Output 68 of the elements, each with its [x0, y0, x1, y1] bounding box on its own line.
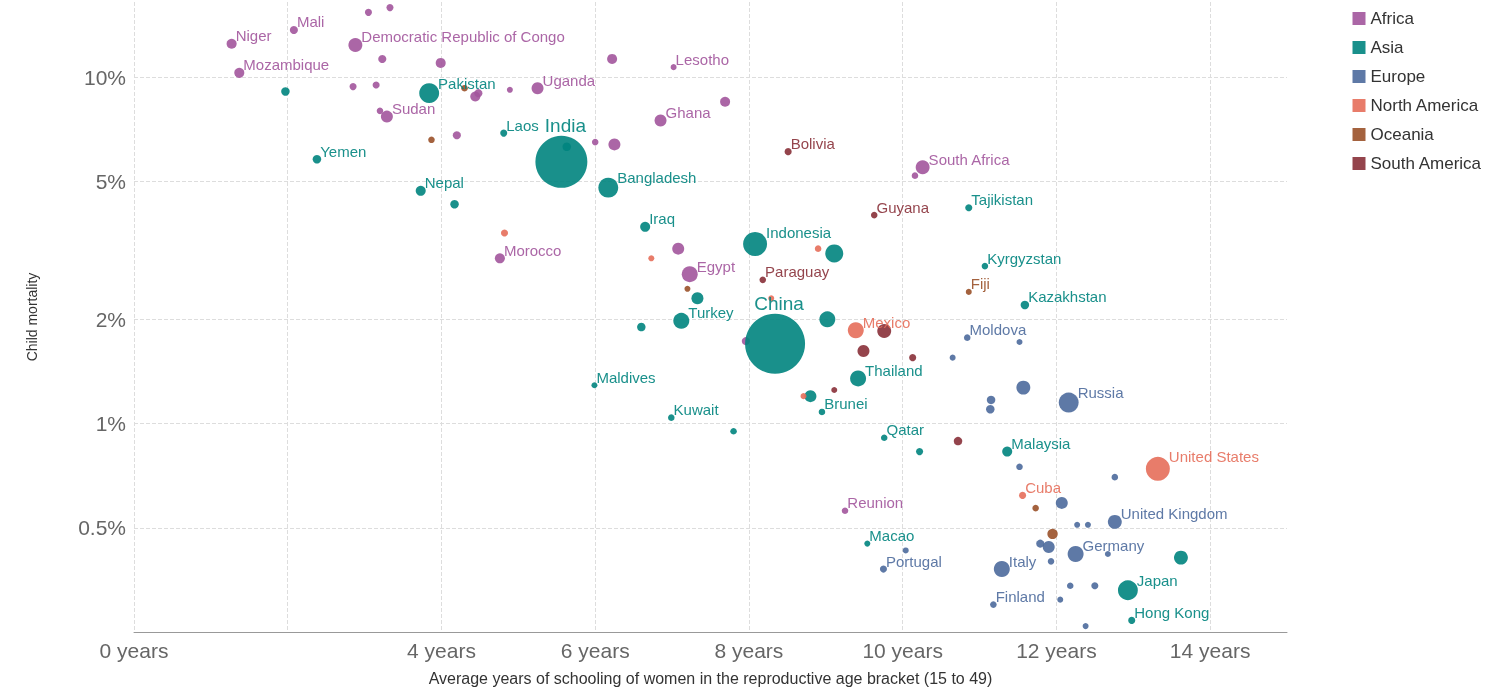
data-label: Japan [1136, 571, 1178, 589]
data-label: Thailand [865, 361, 923, 379]
data-label: Morocco [503, 241, 562, 259]
data-label: Kazakhstan [1028, 288, 1107, 306]
data-label: India [544, 114, 587, 136]
y-tick-label: 5% [95, 170, 126, 194]
data-label: Uganda [542, 71, 596, 89]
legend-label: Oceania [1370, 125, 1435, 144]
x-tick-label: 10 years [862, 639, 943, 662]
data-label: Indonesia [766, 223, 832, 241]
data-label: Nepal [424, 174, 464, 192]
y-tick-label: 1% [95, 412, 126, 436]
data-label: Mexico [862, 313, 911, 331]
x-tick-label: 6 years [560, 639, 630, 662]
data-label: Niger [235, 27, 272, 45]
data-label: United States [1168, 448, 1259, 466]
y-axis-title: Child mortality [24, 272, 40, 362]
x-tick-label: 14 years [1169, 639, 1251, 662]
data-label: Turkey [688, 304, 735, 322]
data-label: Qatar [886, 421, 925, 439]
data-label: Democratic Republic of Congo [361, 28, 565, 46]
data-label: Germany [1082, 537, 1145, 555]
data-label: South Africa [928, 150, 1011, 168]
data-label: Portugal [886, 552, 942, 570]
data-label: Mozambique [243, 56, 330, 74]
legend-label: North America [1370, 96, 1479, 115]
data-label: Hong Kong [1134, 603, 1210, 621]
x-tick-label: 0 years [99, 639, 169, 662]
legend-label: South America [1370, 154, 1482, 173]
data-label: Iraq [649, 210, 676, 228]
data-label: Sudan [391, 100, 436, 118]
data-label: Finland [995, 588, 1045, 606]
y-tick-label: 0.5% [78, 516, 126, 540]
y-tick-label: 10% [83, 65, 126, 89]
data-label: Cuba [1025, 478, 1062, 496]
data-label: Ghana [665, 104, 712, 122]
x-axis-title: Average years of schooling of women in the reproductive age bracket (15 to 49) [428, 669, 993, 687]
data-label: Paraguay [765, 263, 830, 281]
data-label: Bolivia [790, 135, 836, 153]
data-label: Egypt [696, 257, 736, 275]
data-label: Italy [1008, 552, 1037, 570]
data-label: Guyana [876, 198, 930, 216]
data-label: Russia [1077, 384, 1125, 402]
data-label: Fiji [970, 275, 990, 293]
data-label: Reunion [847, 494, 904, 512]
data-label: United Kingdom [1120, 505, 1228, 523]
data-label: Yemen [320, 142, 367, 160]
legend-label: Europe [1370, 67, 1426, 86]
data-label: Macao [869, 527, 915, 545]
data-label: China [754, 292, 805, 314]
data-label: Mali [296, 13, 325, 31]
data-label: Kuwait [673, 401, 720, 419]
y-tick-label: 2% [95, 307, 126, 331]
data-label: Malaysia [1011, 435, 1072, 453]
x-tick-label: 4 years [407, 639, 476, 662]
data-label: Maldives [596, 368, 656, 386]
data-label: Brunei [824, 395, 868, 413]
data-label: Pakistan [438, 74, 496, 92]
legend-label: Africa [1370, 9, 1415, 28]
data-label: Lesotho [675, 50, 729, 68]
x-tick-label: 8 years [714, 639, 784, 662]
data-label: Moldova [969, 321, 1027, 339]
data-label: Bangladesh [617, 169, 697, 187]
data-label: Kyrgyzstan [987, 249, 1062, 267]
data-label: Tajikistan [971, 191, 1034, 209]
x-tick-label: 12 years [1016, 639, 1097, 662]
data-label: Laos [506, 116, 539, 134]
legend-label: Asia [1370, 38, 1405, 57]
